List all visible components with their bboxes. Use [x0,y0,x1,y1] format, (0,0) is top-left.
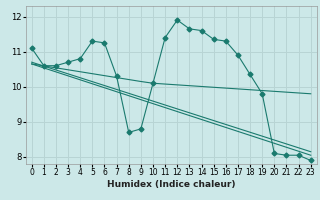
X-axis label: Humidex (Indice chaleur): Humidex (Indice chaleur) [107,180,236,189]
